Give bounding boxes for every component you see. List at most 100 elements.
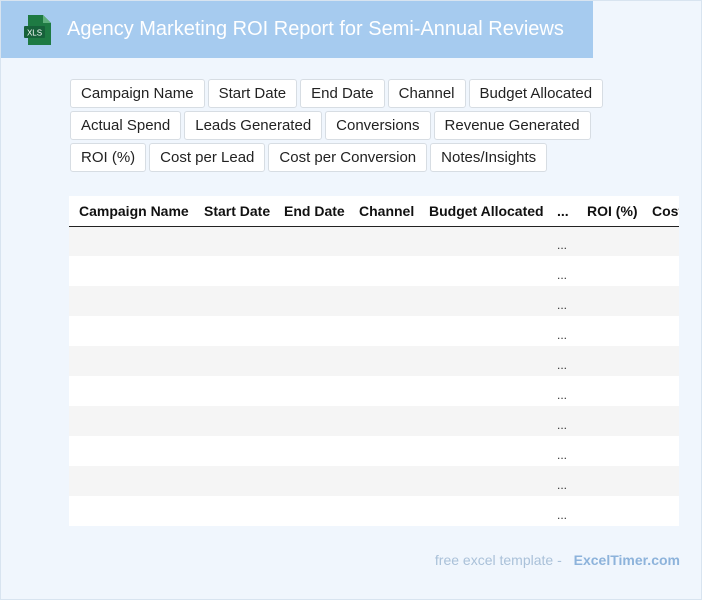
table-cell[interactable] — [194, 346, 274, 376]
table-cell[interactable] — [577, 436, 642, 466]
table-cell[interactable] — [69, 376, 194, 406]
table-cell[interactable] — [274, 346, 349, 376]
table-cell[interactable]: ... — [549, 436, 577, 466]
table-cell[interactable] — [577, 406, 642, 436]
column-chip[interactable]: Actual Spend — [70, 111, 182, 140]
table-cell[interactable] — [419, 256, 549, 286]
table-cell[interactable] — [69, 226, 194, 256]
table-cell[interactable] — [274, 496, 349, 526]
table-cell[interactable] — [642, 256, 679, 286]
table-cell[interactable] — [194, 226, 274, 256]
table-cell[interactable] — [577, 316, 642, 346]
table-cell[interactable] — [419, 496, 549, 526]
table-cell[interactable] — [642, 496, 679, 526]
table-cell[interactable] — [349, 286, 419, 316]
table-cell[interactable] — [419, 226, 549, 256]
table-cell[interactable] — [274, 256, 349, 286]
table-cell[interactable] — [642, 346, 679, 376]
table-cell[interactable] — [349, 346, 419, 376]
table-cell[interactable] — [642, 286, 679, 316]
table-cell[interactable] — [349, 226, 419, 256]
table-cell[interactable] — [69, 496, 194, 526]
table-cell[interactable] — [274, 436, 349, 466]
column-chip[interactable]: Budget Allocated — [468, 79, 604, 108]
table-cell[interactable] — [419, 406, 549, 436]
table-cell[interactable]: ... — [549, 496, 577, 526]
column-chip[interactable]: Start Date — [207, 79, 298, 108]
column-header: ... — [549, 196, 577, 227]
table-cell[interactable] — [642, 376, 679, 406]
table-cell[interactable] — [349, 496, 419, 526]
table-cell[interactable] — [69, 256, 194, 286]
column-chip[interactable]: Conversions — [325, 111, 431, 140]
table-cell[interactable] — [419, 286, 549, 316]
table-cell[interactable]: ... — [549, 406, 577, 436]
table-cell[interactable] — [194, 316, 274, 346]
table-cell[interactable] — [577, 256, 642, 286]
column-header: Budget Allocated — [419, 196, 549, 227]
table-cell[interactable] — [194, 286, 274, 316]
table-cell[interactable]: ... — [549, 466, 577, 496]
table-cell[interactable]: ... — [549, 226, 577, 256]
column-chip[interactable]: Channel — [387, 79, 466, 108]
table-cell[interactable] — [349, 256, 419, 286]
table-cell[interactable] — [274, 376, 349, 406]
table-cell[interactable] — [419, 436, 549, 466]
table-cell[interactable] — [349, 406, 419, 436]
table-cell[interactable] — [69, 316, 194, 346]
column-chip[interactable]: Notes/Insights — [430, 143, 548, 172]
table-cell[interactable] — [577, 376, 642, 406]
table-cell[interactable] — [419, 316, 549, 346]
table-cell[interactable] — [194, 376, 274, 406]
table-cell[interactable] — [194, 406, 274, 436]
footer-brand-link[interactable]: ExcelTimer.com — [573, 552, 680, 568]
table-cell[interactable] — [419, 376, 549, 406]
column-chip[interactable]: End Date — [300, 79, 385, 108]
table-cell[interactable] — [69, 466, 194, 496]
table-cell[interactable] — [69, 346, 194, 376]
table-cell[interactable] — [642, 436, 679, 466]
table-cell[interactable] — [69, 406, 194, 436]
table-row: ... — [69, 496, 679, 526]
table-cell[interactable] — [577, 346, 642, 376]
table-cell[interactable] — [577, 226, 642, 256]
table-cell[interactable] — [642, 226, 679, 256]
table-cell[interactable] — [69, 286, 194, 316]
table-cell[interactable] — [349, 316, 419, 346]
column-chip[interactable]: Cost per Lead — [149, 143, 266, 172]
table-cell[interactable] — [419, 466, 549, 496]
table-cell[interactable] — [274, 406, 349, 436]
column-chip[interactable]: Revenue Generated — [433, 111, 591, 140]
column-chip[interactable]: Leads Generated — [184, 111, 323, 140]
table-cell[interactable]: ... — [549, 376, 577, 406]
table-cell[interactable] — [349, 466, 419, 496]
table-cell[interactable] — [349, 376, 419, 406]
column-chip[interactable]: Cost per Conversion — [268, 143, 428, 172]
data-table-container[interactable]: Campaign Name Start Date End Date Channel Bu… — [69, 196, 679, 526]
table-cell[interactable] — [274, 466, 349, 496]
column-header: Cost — [642, 196, 679, 227]
table-cell[interactable] — [274, 226, 349, 256]
table-cell[interactable]: ... — [549, 256, 577, 286]
table-cell[interactable] — [194, 496, 274, 526]
table-cell[interactable] — [274, 286, 349, 316]
table-cell[interactable] — [642, 316, 679, 346]
table-cell[interactable] — [642, 406, 679, 436]
table-cell[interactable] — [577, 496, 642, 526]
table-cell[interactable] — [577, 286, 642, 316]
table-cell[interactable] — [274, 316, 349, 346]
table-cell[interactable] — [642, 466, 679, 496]
table-cell[interactable] — [419, 346, 549, 376]
table-cell[interactable]: ... — [549, 286, 577, 316]
table-cell[interactable] — [194, 466, 274, 496]
table-cell[interactable]: ... — [549, 316, 577, 346]
table-cell[interactable] — [577, 466, 642, 496]
table-cell[interactable]: ... — [549, 346, 577, 376]
table-cell[interactable] — [194, 436, 274, 466]
column-chip[interactable]: ROI (%) — [70, 143, 147, 172]
table-header-row: Campaign Name Start Date End Date Channel Bu… — [69, 196, 679, 227]
table-cell[interactable] — [69, 436, 194, 466]
table-cell[interactable] — [349, 436, 419, 466]
column-chip[interactable]: Campaign Name — [70, 79, 205, 108]
table-cell[interactable] — [194, 256, 274, 286]
